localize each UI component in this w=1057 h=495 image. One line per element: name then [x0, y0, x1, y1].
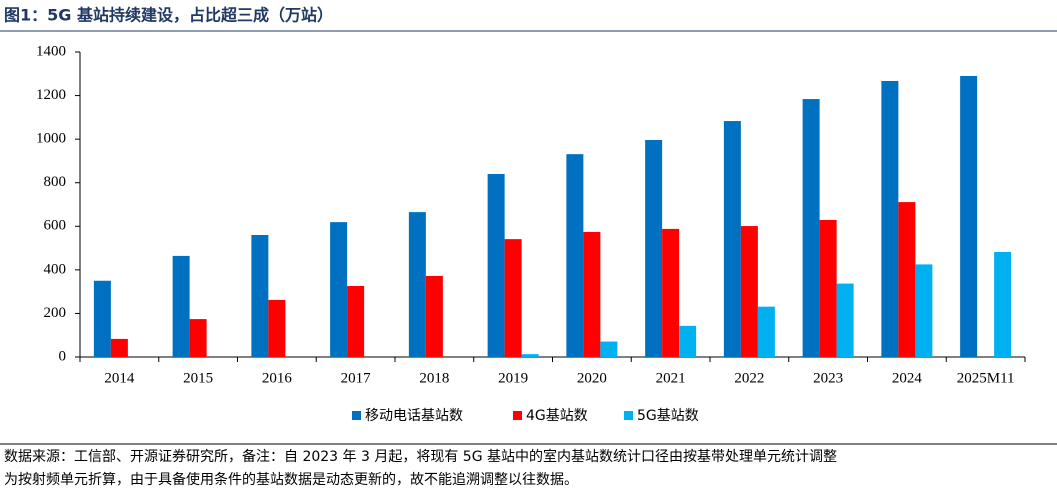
bar [915, 264, 933, 357]
bar [600, 341, 618, 357]
bar [802, 99, 820, 358]
bar [740, 226, 758, 357]
x-tick-label: 2020 [577, 370, 607, 386]
x-tick-label: 2022 [734, 370, 764, 386]
bar [93, 280, 111, 357]
x-tick-label: 2023 [813, 370, 843, 386]
y-tick-label: 0 [59, 348, 67, 364]
y-tick-label: 1200 [36, 87, 66, 103]
bar [425, 275, 443, 357]
bar [330, 222, 348, 357]
bar [645, 140, 663, 357]
bar [487, 174, 505, 357]
bar [757, 306, 775, 357]
bar [723, 121, 741, 357]
chart-title: 图1：5G 基站持续建设，占比超三成（万站） [4, 6, 333, 25]
bar [994, 251, 1012, 357]
legend-label: 5G基站数 [637, 407, 699, 424]
x-tick-label: 2017 [341, 370, 372, 386]
bar [898, 202, 916, 357]
bar [268, 299, 286, 357]
bar [819, 219, 837, 357]
legend-label: 移动电话基站数 [365, 407, 463, 424]
bar [662, 228, 680, 357]
note-line: 为按射频单元折算，由于具备使用条件的基站数据是动态更新的，故不能追溯调整以往数据… [4, 471, 578, 488]
bar [189, 319, 207, 357]
x-tick-label: 2014 [104, 370, 135, 386]
legend-swatch [352, 411, 361, 420]
x-tick-label: 2018 [419, 370, 449, 386]
legend-swatch [624, 411, 633, 420]
bar [566, 154, 584, 357]
note-line: 数据来源：工信部、开源证券研究所，备注：自 2023 年 3 月起，将现有 5G… [4, 448, 837, 465]
x-tick-label: 2025M11 [957, 370, 1015, 386]
bar [251, 235, 269, 357]
bar [881, 80, 899, 357]
x-tick-label: 2024 [892, 370, 923, 386]
bar [836, 283, 854, 357]
x-tick-label: 2019 [498, 370, 528, 386]
bar [521, 354, 539, 357]
bar [583, 231, 601, 357]
bar [408, 212, 426, 357]
legend-swatch [513, 411, 522, 420]
bar [960, 75, 978, 357]
y-tick-label: 1000 [36, 131, 66, 147]
bar [172, 255, 190, 357]
x-tick-label: 2021 [656, 370, 686, 386]
y-tick-label: 1400 [36, 43, 66, 59]
y-tick-label: 200 [44, 305, 67, 321]
bar [679, 325, 697, 357]
y-tick-label: 400 [44, 261, 67, 277]
x-tick-label: 2016 [262, 370, 293, 386]
y-tick-label: 600 [44, 218, 67, 234]
legend-label: 4G基站数 [526, 407, 588, 424]
bar [347, 285, 365, 357]
bar [504, 239, 522, 357]
bar [110, 338, 128, 357]
x-tick-label: 2015 [183, 370, 213, 386]
y-tick-label: 800 [44, 174, 67, 190]
